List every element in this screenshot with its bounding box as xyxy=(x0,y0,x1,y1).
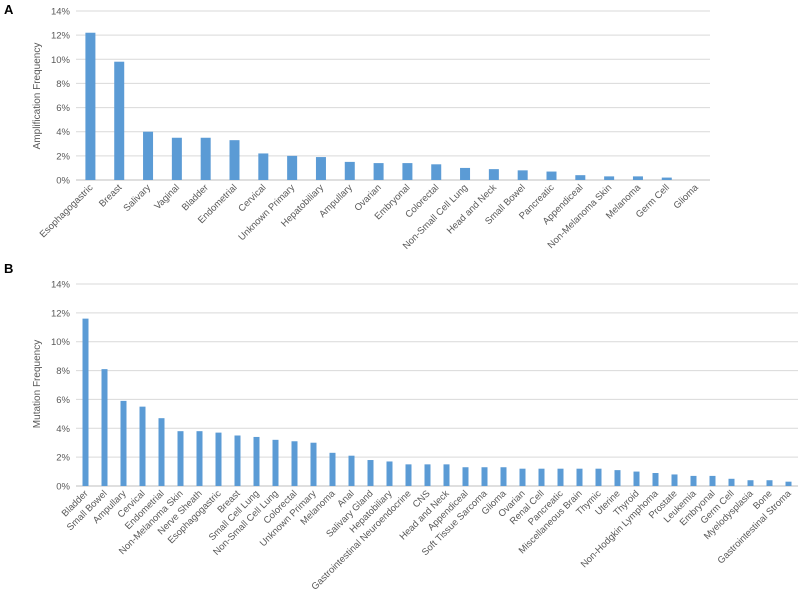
bar-b xyxy=(291,441,298,486)
bar-a xyxy=(488,169,499,180)
bar-a xyxy=(661,177,672,180)
bar-b xyxy=(272,439,279,486)
bar-b xyxy=(139,406,146,486)
bars-a xyxy=(85,32,672,181)
bar-b xyxy=(595,468,602,486)
bar-b xyxy=(424,464,431,486)
bar-b xyxy=(785,481,792,486)
y-tick-label: 10% xyxy=(51,337,71,348)
y-tick-label: 14% xyxy=(51,7,71,18)
category-label: Esophagogastric xyxy=(38,182,96,240)
bar-b xyxy=(766,480,773,486)
bar-b xyxy=(215,432,222,486)
y-tick-label: 2% xyxy=(56,453,70,464)
bar-a xyxy=(460,167,471,180)
bar-b xyxy=(386,461,393,486)
category-label: Vaginal xyxy=(152,182,182,212)
bar-b xyxy=(519,468,526,486)
panel-b: B Mutation Frequency 0% 2% 4% 6% 8% 10% 12% 14%… xyxy=(4,261,798,592)
y-tick-label: 4% xyxy=(56,424,70,435)
bar-b xyxy=(234,435,241,486)
bar-b xyxy=(367,460,374,486)
bar-b xyxy=(500,467,507,486)
bar-b xyxy=(538,468,545,486)
bar-a xyxy=(143,131,154,180)
bar-a xyxy=(171,137,182,180)
bar-a xyxy=(229,140,240,180)
y-tick-label: 14% xyxy=(51,280,71,291)
bars-b xyxy=(82,318,792,486)
y-tick-label: 12% xyxy=(51,31,71,42)
bar-a xyxy=(287,155,298,180)
bar-a xyxy=(85,32,96,180)
bar-a xyxy=(402,163,413,180)
bar-b xyxy=(557,468,564,486)
bar-b xyxy=(747,480,754,486)
y-tick-label: 6% xyxy=(56,395,70,406)
bar-b xyxy=(462,467,469,486)
bar-b xyxy=(405,464,412,486)
y-tick-label: 6% xyxy=(56,103,70,114)
bar-a xyxy=(575,175,586,180)
y-axis-label-a: Amplification Frequency xyxy=(32,43,43,150)
bar-a xyxy=(546,171,557,180)
category-label: Glioma xyxy=(672,182,702,212)
bar-a xyxy=(200,137,211,180)
bar-b xyxy=(576,468,583,486)
y-ticks-b: 0% 2% 4% 6% 8% 10% 12% 14% xyxy=(51,280,71,493)
bar-a xyxy=(373,163,384,180)
bar-b xyxy=(690,475,697,486)
y-tick-label: 0% xyxy=(56,176,70,187)
bar-b xyxy=(652,473,659,486)
bar-b xyxy=(481,467,488,486)
bar-b xyxy=(101,369,108,486)
bar-b xyxy=(253,436,260,486)
bar-a xyxy=(258,153,269,180)
y-tick-label: 4% xyxy=(56,127,70,138)
bar-b xyxy=(196,431,203,486)
category-label: Breast xyxy=(97,182,124,209)
bar-b xyxy=(348,455,355,486)
bar-b xyxy=(728,478,735,486)
y-tick-label: 0% xyxy=(56,482,70,493)
y-tick-label: 8% xyxy=(56,366,70,377)
bar-a xyxy=(431,164,442,180)
y-tick-label: 10% xyxy=(51,55,71,66)
bar-a xyxy=(632,176,643,180)
gridlines-a xyxy=(76,10,710,181)
bar-b xyxy=(177,431,184,486)
bar-b xyxy=(329,452,336,486)
y-axis-label-b: Mutation Frequency xyxy=(32,340,43,428)
panel-label-b: B xyxy=(4,261,13,276)
bar-b xyxy=(614,470,621,486)
y-tick-label: 12% xyxy=(51,308,71,319)
bar-b xyxy=(158,418,165,486)
gridlines-b xyxy=(76,283,798,487)
bar-a xyxy=(517,170,528,180)
bar-a xyxy=(114,61,125,181)
bar-b xyxy=(633,471,640,486)
bar-a xyxy=(344,161,355,180)
bar-b xyxy=(443,464,450,486)
category-label: Salivary xyxy=(121,182,153,214)
bar-a xyxy=(315,157,326,180)
panel-label-a: A xyxy=(4,2,14,17)
y-ticks-a: 0% 2% 4% 6% 8% 10% 12% 14% xyxy=(51,7,71,187)
bar-b xyxy=(709,475,716,486)
bar-b xyxy=(671,474,678,486)
bar-b xyxy=(310,442,317,486)
y-tick-label: 2% xyxy=(56,151,70,162)
bar-b xyxy=(120,400,127,486)
panel-a: A Amplification Frequency 0% 2% 4% 6% 8% 10% 1… xyxy=(4,2,710,252)
y-tick-label: 8% xyxy=(56,79,70,90)
bar-a xyxy=(604,176,615,180)
bar-b xyxy=(82,318,89,486)
